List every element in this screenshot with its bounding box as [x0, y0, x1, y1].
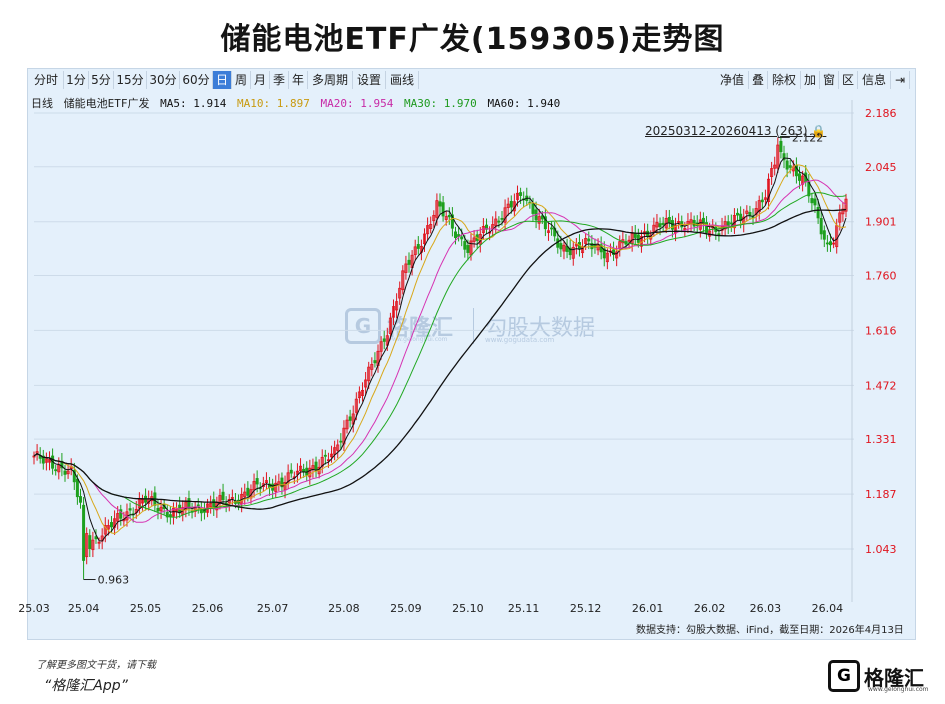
period-button-11[interactable]: 多周期: [308, 71, 353, 89]
tool-button-3[interactable]: 加: [801, 71, 820, 89]
ma5-value: MA5: 1.914: [160, 97, 227, 110]
period-button-2[interactable]: 5分: [89, 71, 114, 89]
ma10-value: MA10: 1.897: [236, 97, 310, 110]
ma-info-line: 日线 储能电池ETF广发 MA5: 1.914 MA10: 1.897 MA20…: [31, 95, 564, 111]
period-button-12[interactable]: 设置: [353, 71, 386, 89]
watermark-brand-url: www.gelonghui.com: [387, 336, 448, 343]
brand-logo-url: www.gelonghui.com: [868, 686, 929, 693]
ma60-value: MA60: 1.940: [487, 97, 561, 110]
period-button-5[interactable]: 60分: [180, 71, 213, 89]
tool-button-4[interactable]: 窗: [820, 71, 839, 89]
period-button-1[interactable]: 1分: [64, 71, 89, 89]
lock-icon[interactable]: 🔒: [811, 124, 827, 138]
period-button-10[interactable]: 年: [289, 71, 308, 89]
tool-button-0[interactable]: 净值: [716, 71, 749, 89]
period-button-7[interactable]: 周: [232, 71, 251, 89]
date-range-label[interactable]: 20250312-20260413 (263) 🔒: [645, 124, 826, 138]
data-source: 数据支持：勾股大数据、iFind，截至日期：2026年4月13日: [636, 625, 904, 636]
brand-logo-text: 格隆汇: [864, 666, 924, 690]
chart-kind-label: 日线: [31, 97, 53, 110]
ma20-value: MA20: 1.954: [320, 97, 394, 110]
period-button-13[interactable]: 画线: [386, 71, 419, 89]
footer-app-name: “格隆汇App”: [44, 678, 128, 694]
period-button-3[interactable]: 15分: [114, 71, 147, 89]
tool-button-7[interactable]: ⇥: [891, 71, 910, 89]
ma30-value: MA30: 1.970: [403, 97, 477, 110]
period-button-9[interactable]: 季: [270, 71, 289, 89]
date-range-text: 20250312-20260413 (263): [645, 124, 808, 138]
watermark-data-url: www.gogudata.com: [485, 336, 555, 344]
tool-button-1[interactable]: 叠: [749, 71, 768, 89]
period-button-4[interactable]: 30分: [147, 71, 180, 89]
watermark-divider: [473, 308, 474, 344]
tool-button-6[interactable]: 信息: [858, 71, 891, 89]
tool-button-5[interactable]: 区: [839, 71, 858, 89]
period-button-6[interactable]: 日: [213, 71, 232, 89]
period-button-0[interactable]: 分时: [29, 71, 64, 89]
chart-title: 储能电池ETF广发(159305)走势图: [220, 22, 725, 57]
watermark-logo-icon: G: [345, 308, 381, 344]
security-name-label: 储能电池ETF广发: [63, 97, 150, 110]
brand-logo-icon: G: [828, 660, 860, 692]
tool-button-2[interactable]: 除权: [768, 71, 801, 89]
chart-panel: [27, 68, 916, 640]
footer-note: 了解更多图文干货，请下载: [36, 660, 156, 671]
period-button-8[interactable]: 月: [251, 71, 270, 89]
